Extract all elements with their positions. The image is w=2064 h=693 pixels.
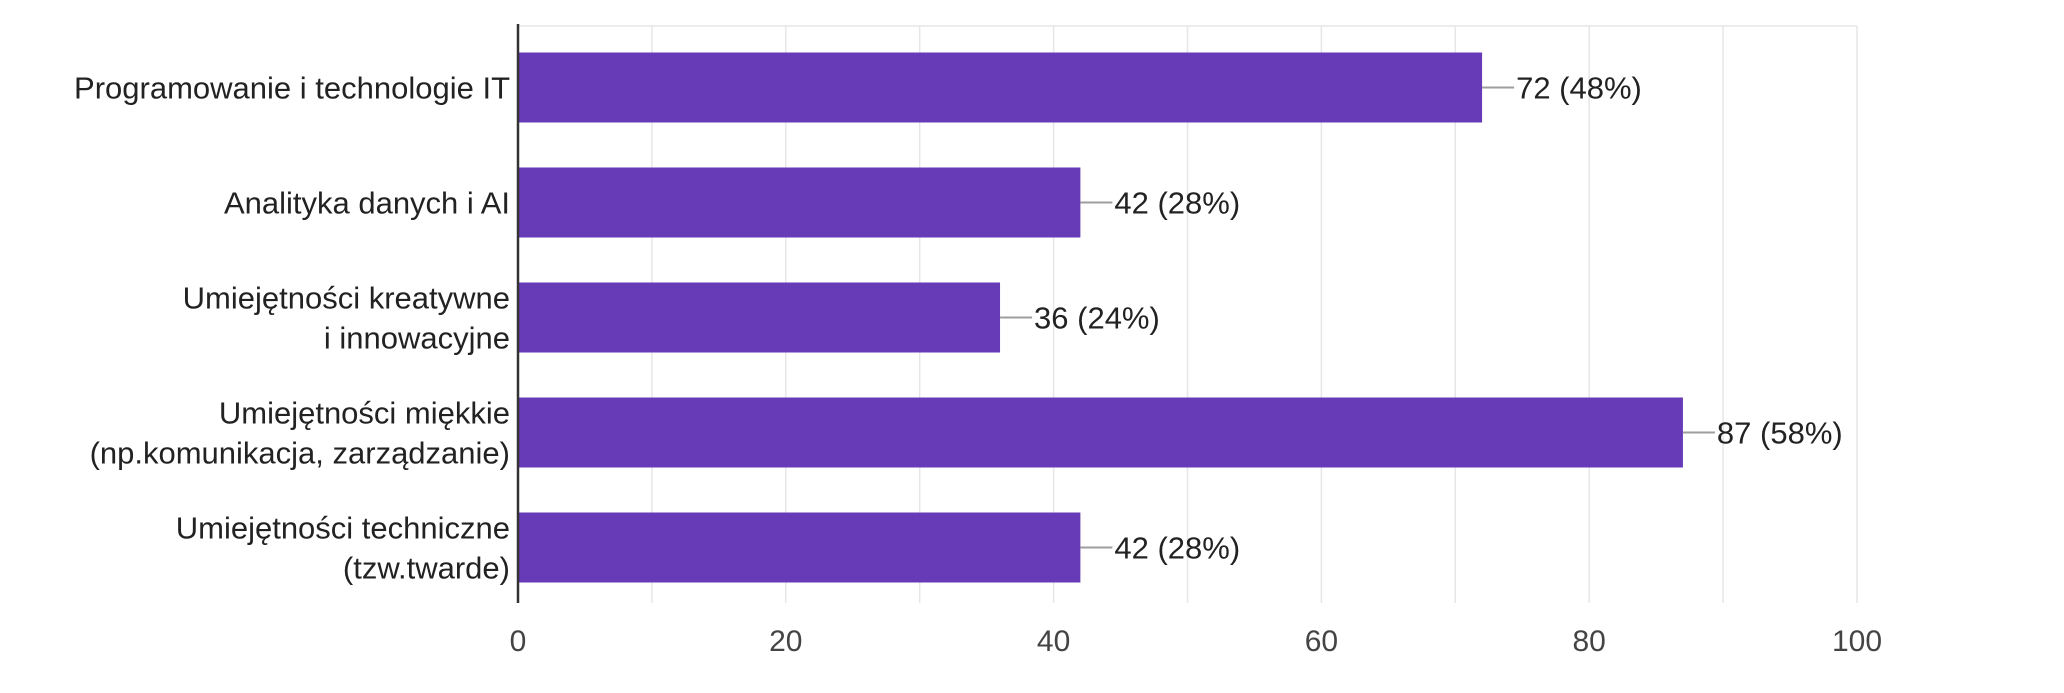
value-label-0: 72 (48%) [1516, 71, 1642, 106]
category-label-2-1: i innowacyjne [324, 321, 510, 356]
x-tick-label-0: 0 [510, 625, 527, 658]
bar-1 [518, 167, 1081, 238]
labels: 72 (48%) Programowanie i technologie IT 42… [74, 71, 1882, 659]
bars [518, 52, 1683, 583]
category-label-0-0: Programowanie i technologie IT [74, 71, 510, 106]
category-label-4-1: (tzw.twarde) [343, 551, 510, 586]
category-label-2-0: Umiejętności kreatywne [183, 281, 510, 316]
x-tick-label-60: 60 [1305, 625, 1338, 658]
value-label-3: 87 (58%) [1717, 416, 1843, 451]
category-label-1-0: Analityka danych i AI [224, 186, 510, 221]
category-label-4-0: Umiejętności techniczne [176, 511, 510, 546]
x-tick-label-100: 100 [1832, 625, 1882, 658]
value-label-4: 42 (28%) [1114, 531, 1240, 566]
value-label-2: 36 (24%) [1034, 301, 1160, 336]
category-label-3-1: (np.komunikacja, zarządzanie) [90, 436, 510, 471]
bar-0 [518, 52, 1483, 123]
bar-4 [518, 512, 1081, 583]
x-tick-label-80: 80 [1573, 625, 1606, 658]
x-tick-label-40: 40 [1037, 625, 1070, 658]
x-tick-label-20: 20 [769, 625, 802, 658]
value-label-1: 42 (28%) [1114, 186, 1240, 221]
category-label-3-0: Umiejętności miękkie [219, 396, 510, 431]
bar-3 [518, 397, 1683, 468]
bar-2 [518, 282, 1001, 353]
